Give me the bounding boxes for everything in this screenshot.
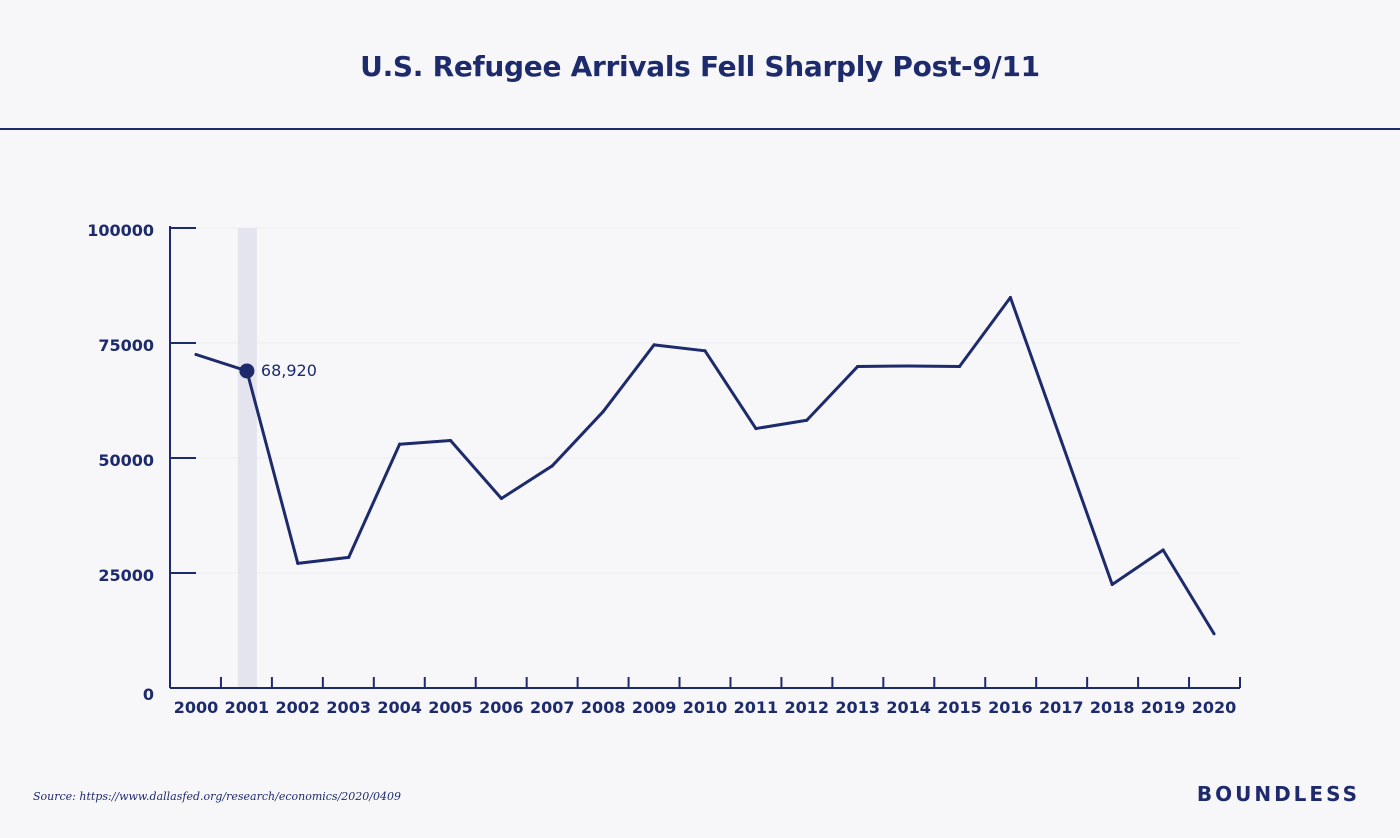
series-line-segment [1059, 439, 1114, 586]
series-line-segment [958, 295, 1012, 368]
data-point [499, 496, 503, 500]
x-axis-ticks: 2000 2001 2002 2003 2004 2005 2006 2007 2008 2009… [174, 677, 1241, 717]
series-line-segment [194, 353, 249, 373]
x-tick-label: 2018 [1090, 698, 1135, 717]
x-tick-label: 2009 [632, 698, 677, 717]
grid-lines [170, 227, 1240, 574]
series-line-segment [1008, 295, 1063, 443]
y-tick-label: 75000 [98, 336, 154, 355]
data-point [1110, 583, 1114, 586]
data-point [958, 364, 961, 368]
series-group [194, 295, 1216, 636]
x-tick-label: 2003 [326, 698, 371, 717]
data-point [907, 364, 911, 368]
series-line-segment [499, 464, 554, 500]
data-point [296, 561, 300, 565]
data-point [1059, 439, 1063, 443]
y-tick-label: 50000 [98, 451, 154, 470]
highlight-band-rect [237, 228, 257, 688]
series-line-segment [601, 343, 656, 414]
data-point [398, 442, 402, 446]
data-point [194, 353, 198, 356]
data-point [652, 343, 656, 347]
data-point [601, 410, 605, 414]
x-tick-label: 2006 [479, 698, 524, 717]
data-point [1212, 632, 1216, 636]
series-line-segment [550, 410, 605, 468]
x-tick-label: 2001 [225, 698, 270, 717]
data-point [856, 364, 860, 368]
x-tick-label: 2019 [1141, 698, 1186, 717]
y-tick-label: 0 [143, 685, 154, 704]
source-note: Source: https://www.dallasfed.org/resear… [33, 790, 401, 803]
series-line-segment [347, 442, 402, 559]
y-tick-label: 100000 [87, 221, 154, 240]
brand-logo: BOUNDLESS [1196, 782, 1360, 806]
x-tick-label: 2008 [581, 698, 626, 717]
x-tick-label: 2005 [428, 698, 473, 717]
title-divider [0, 128, 1400, 130]
highlight-value-label: 68,920 [261, 361, 317, 380]
series-line-segment [703, 349, 758, 431]
x-tick-label: 2011 [734, 698, 779, 717]
data-points [194, 295, 1216, 636]
x-tick-label: 2014 [886, 698, 931, 717]
series-line-segment [449, 439, 503, 500]
x-tick-label: 2017 [1039, 698, 1084, 717]
highlight-point [239, 363, 255, 379]
series-line-segment [805, 364, 860, 422]
y-tick-label: 25000 [98, 566, 154, 585]
x-tick-label: 2016 [988, 698, 1033, 717]
series-line-segment [754, 418, 809, 431]
x-tick-label: 2000 [174, 698, 219, 717]
data-point [449, 439, 452, 443]
data-point [703, 349, 707, 353]
series-line-segment [1161, 548, 1216, 636]
series-line-segment [296, 555, 351, 565]
y-axis-ticks: 0 25000 50000 75000 100000 [87, 221, 196, 704]
highlight-band [237, 228, 257, 688]
x-tick-label: 2012 [785, 698, 830, 717]
data-point [550, 464, 554, 468]
data-point [347, 555, 351, 559]
x-tick-label: 2010 [683, 698, 728, 717]
data-point [754, 427, 758, 431]
x-tick-label: 2004 [377, 698, 422, 717]
series-line-segment [245, 369, 300, 565]
annotation-group: 68,920 [239, 361, 317, 380]
data-point [1161, 548, 1165, 552]
axes [169, 226, 1240, 689]
chart-title: U.S. Refugee Arrivals Fell Sharply Post-… [360, 50, 1040, 83]
data-point [805, 418, 809, 422]
data-point [1008, 295, 1012, 299]
x-tick-label: 2007 [530, 698, 575, 717]
series-line-segment [652, 343, 707, 353]
x-tick-label: 2002 [276, 698, 321, 717]
x-tick-label: 2015 [937, 698, 982, 717]
x-tick-label: 2020 [1192, 698, 1237, 717]
x-tick-label: 2013 [835, 698, 880, 717]
series-line-segment [398, 439, 452, 446]
series-line-segment [1110, 548, 1165, 586]
